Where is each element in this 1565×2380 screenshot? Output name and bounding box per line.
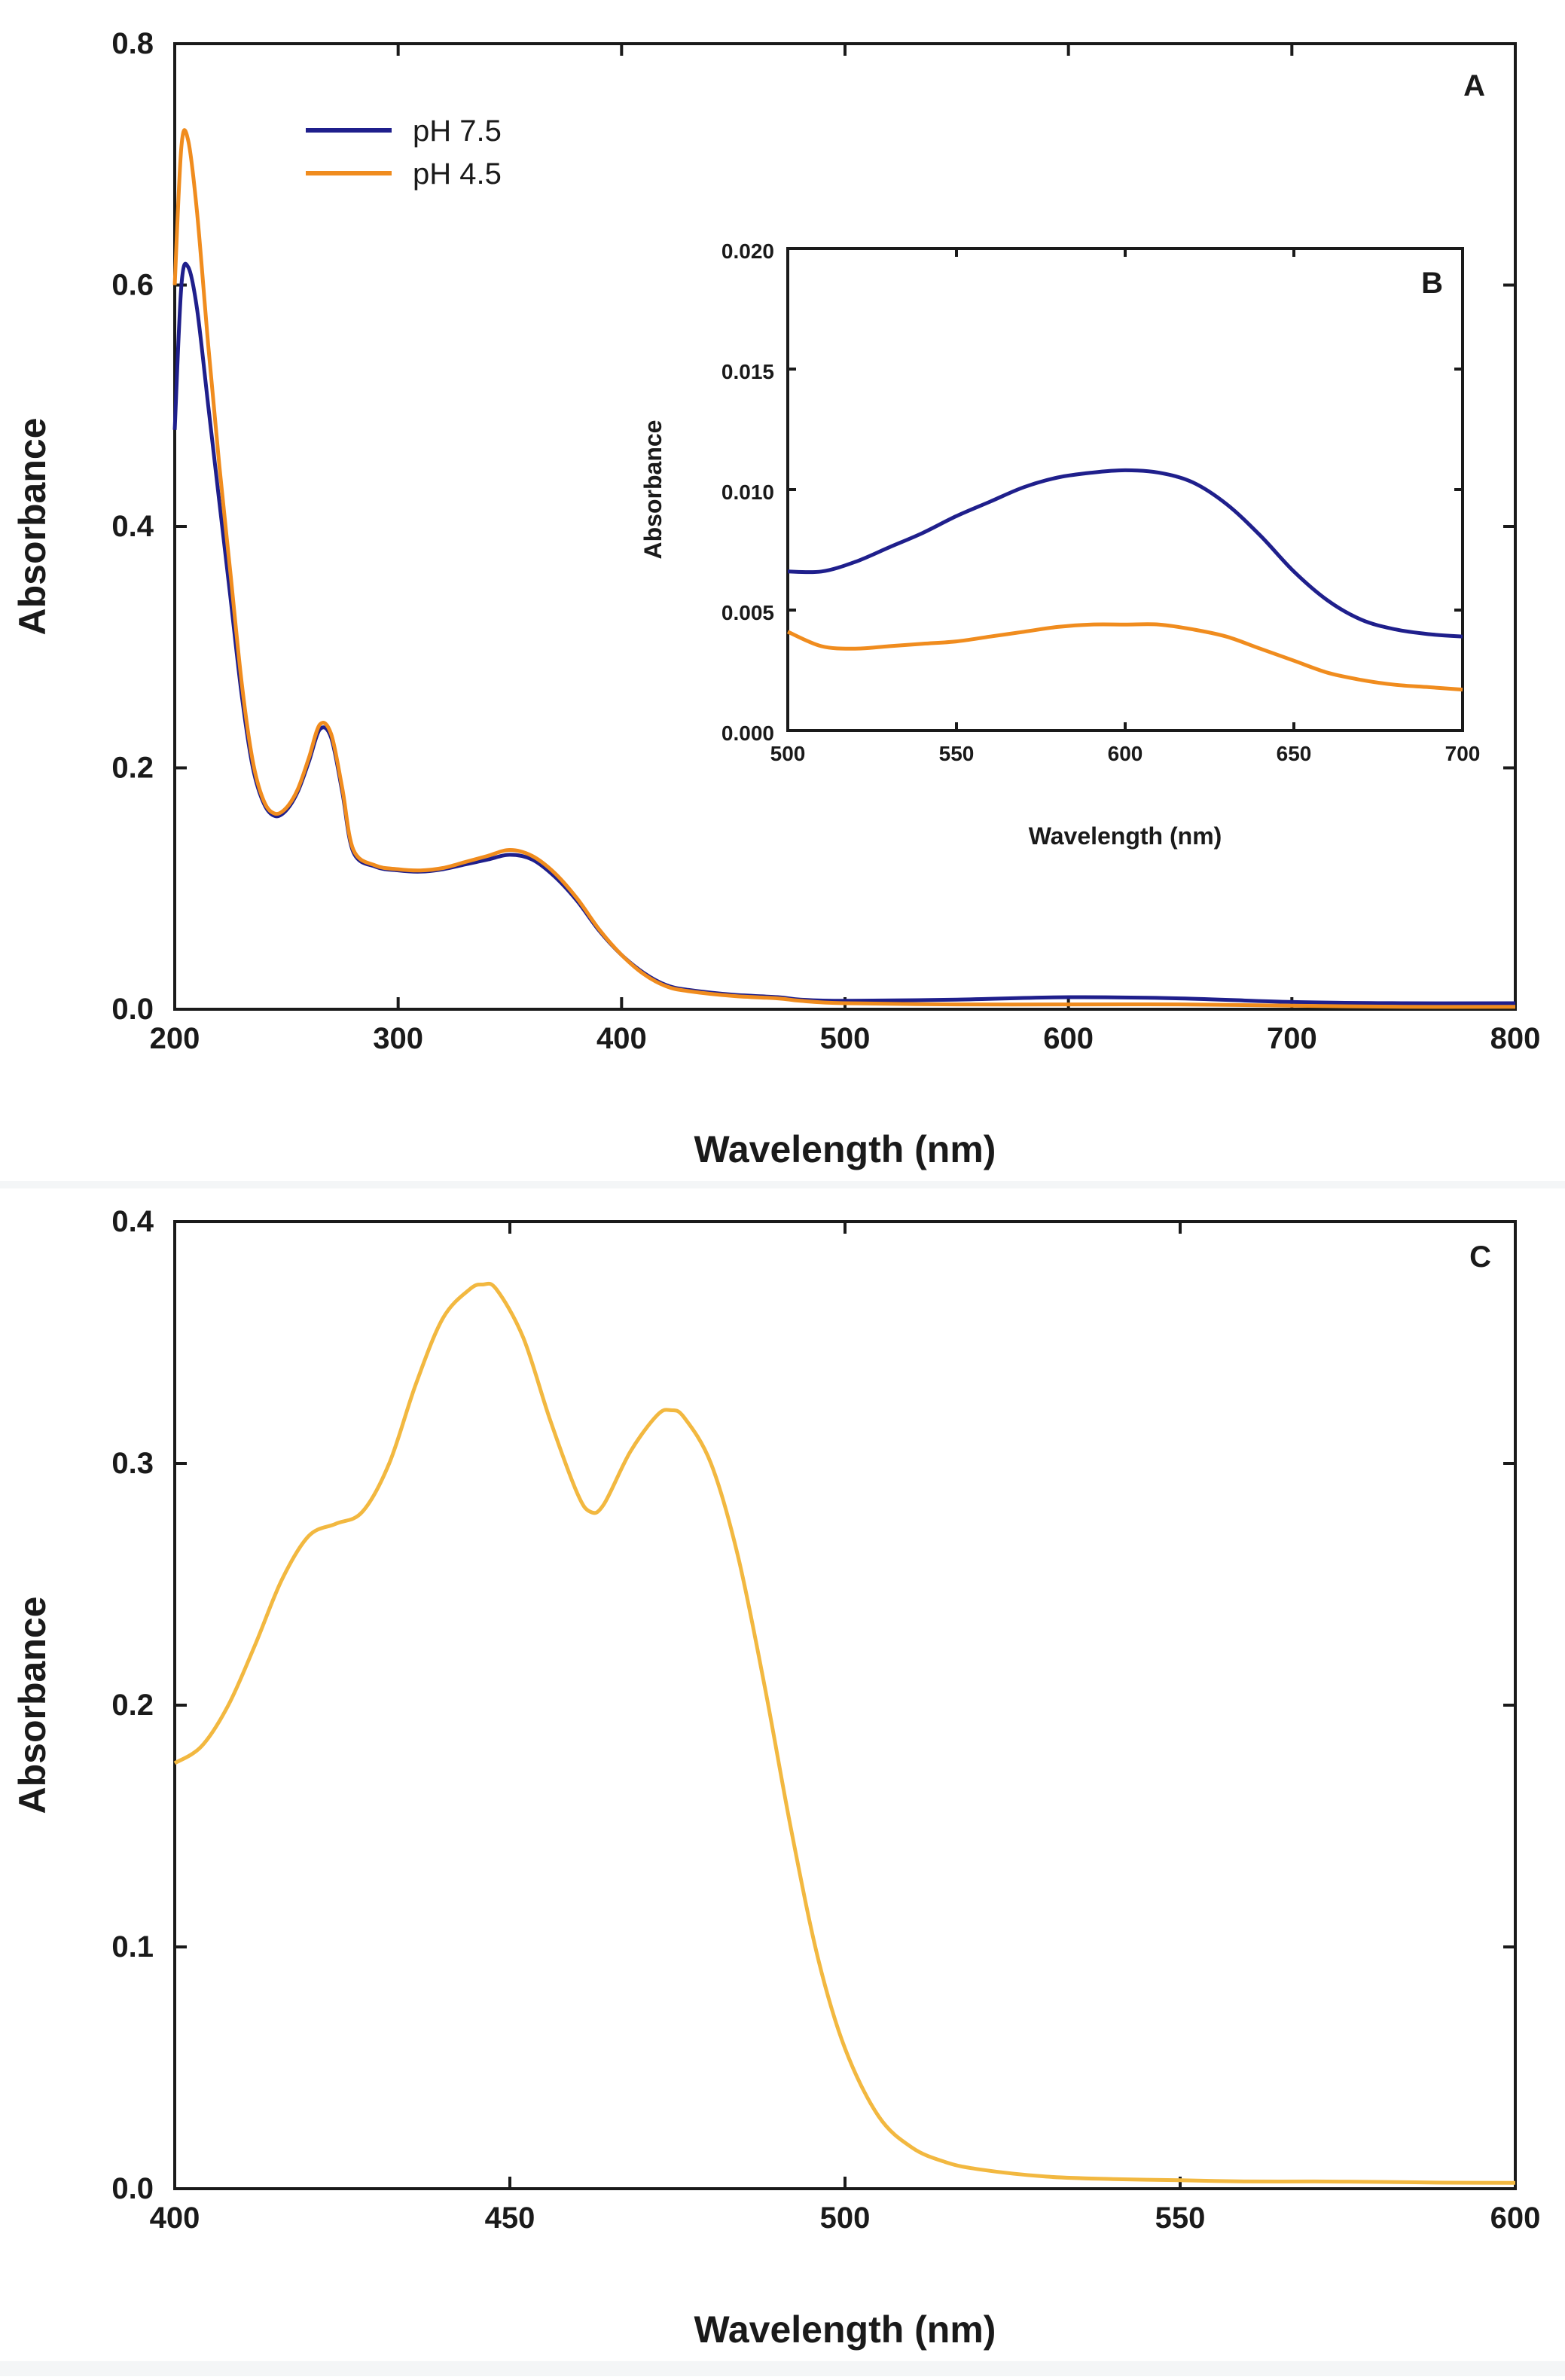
panel-c-x-tick-label: 500: [820, 2202, 871, 2235]
panel-c: 400 450 500 550 600 0.0 0.1 0.2 0.3 0.4 C Wavelen…: [11, 1205, 1540, 2351]
panel-a-x-tick-label: 700: [1267, 1022, 1317, 1055]
panel-c-y-tick-label: 0.0: [111, 2172, 154, 2205]
legend-label-ph45: pH 4.5: [413, 157, 502, 191]
panel-c-y-tick-label: 0.2: [111, 1689, 154, 1722]
panel-a-series: [172, 128, 1516, 1009]
panel-a-series-line-ph45: [172, 128, 1516, 1009]
panel-b-series-line-ph45: [786, 622, 1463, 692]
panel-b-ticks: 500 550 600 650 700 0.000 0.005 0.010 0.015 0.020: [721, 240, 1480, 765]
panel-c-x-axis-title: Wavelength (nm): [694, 2308, 996, 2351]
panel-a-x-tick-label: 200: [150, 1022, 200, 1055]
panel-separator: [0, 1181, 1565, 1188]
panel-b-letter: B: [1421, 267, 1443, 300]
panel-a-x-tick-label: 500: [820, 1022, 871, 1055]
panel-a-y-tick-label: 0.0: [111, 993, 154, 1026]
bottom-margin: [0, 2361, 1565, 2376]
legend: pH 7.5 pH 4.5: [306, 114, 502, 191]
panel-b-y-tick-label: 0.015: [721, 360, 774, 383]
panel-c-series-line-spectrum: [173, 1281, 1516, 2185]
panel-b-x-axis-title: Wavelength (nm): [1029, 822, 1222, 850]
panel-a-ticks: 200 300 400 500 600 700 800 0.0 0.2 0.4 0.6 0.8: [111, 27, 1540, 1055]
panel-c-y-tick-label: 0.1: [111, 1930, 154, 1964]
panel-c-y-tick-label: 0.4: [111, 1205, 154, 1238]
panel-b-y-tick-label: 0.010: [721, 481, 774, 504]
panel-a-x-tick-label: 300: [373, 1022, 423, 1055]
panel-c-x-tick-label: 450: [485, 2202, 535, 2235]
panel-b-x-tick-label: 600: [1108, 742, 1143, 765]
panel-c-x-tick-label: 400: [150, 2202, 200, 2235]
panel-c-x-tick-label: 550: [1155, 2202, 1206, 2235]
panel-b-y-tick-label: 0.020: [721, 240, 774, 263]
panel-b-background: [788, 249, 1463, 731]
panel-c-y-axis-title: Absorbance: [11, 1597, 53, 1814]
panel-c-ticks: 400 450 500 550 600 0.0 0.1 0.2 0.3 0.4: [111, 1205, 1540, 2235]
panel-b-series: [786, 468, 1463, 692]
panel-c-x-tick-label: 600: [1490, 2202, 1541, 2235]
panel-b-inset: 500 550 600 650 700 0.000 0.005 0.010 0.015 0.020…: [639, 240, 1480, 850]
panel-b-x-tick-label: 500: [770, 742, 806, 765]
panel-a-y-tick-label: 0.4: [111, 510, 154, 543]
panel-b-y-tick-label: 0.005: [721, 601, 774, 624]
panel-b-x-tick-label: 650: [1277, 742, 1312, 765]
panel-c-letter: C: [1469, 1240, 1491, 1274]
panel-a-letter: A: [1463, 69, 1485, 102]
panel-b-x-tick-label: 550: [939, 742, 975, 765]
panel-b-x-tick-label: 700: [1445, 742, 1481, 765]
panel-a-x-tick-label: 400: [596, 1022, 647, 1055]
panel-a-y-tick-label: 0.2: [111, 752, 154, 785]
panel-b-y-tick-label: 0.000: [721, 722, 774, 745]
legend-label-ph75: pH 7.5: [413, 114, 502, 148]
panel-a-x-axis-title: Wavelength (nm): [694, 1128, 996, 1170]
panel-c-series: [173, 1281, 1516, 2185]
panel-a-x-tick-label: 800: [1490, 1022, 1541, 1055]
panel-b-y-axis-title: Absorbance: [639, 420, 667, 560]
panel-a-y-axis-title: Absorbance: [11, 418, 53, 636]
panel-a: 200 300 400 500 600 700 800 0.0 0.2 0.4 0.6 0.8 A W…: [11, 27, 1540, 1170]
panel-c-y-tick-label: 0.3: [111, 1447, 154, 1480]
panel-a-x-tick-label: 600: [1043, 1022, 1094, 1055]
panel-a-y-tick-label: 0.6: [111, 269, 154, 302]
panel-a-y-tick-label: 0.8: [111, 27, 154, 60]
panel-b-series-line-ph75: [787, 468, 1463, 639]
